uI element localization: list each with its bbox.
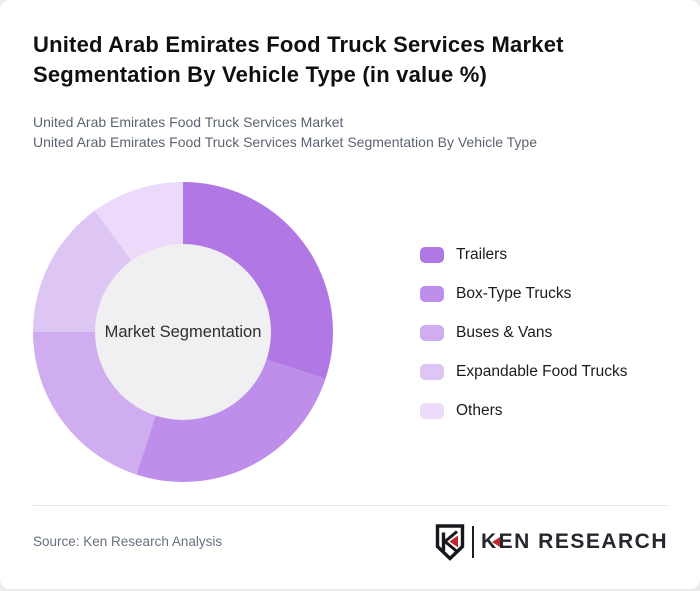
ken-research-logo: K EN RESEARCH [435, 523, 668, 561]
legend-swatch [420, 363, 444, 380]
legend-swatch [420, 324, 444, 341]
legend-item-expandable-food-trucks[interactable]: Expandable Food Trucks [420, 363, 627, 380]
legend-item-buses-vans[interactable]: Buses & Vans [420, 324, 627, 341]
donut-center-label: Market Segmentation [104, 322, 262, 341]
legend-label: Expandable Food Trucks [456, 362, 628, 380]
legend-swatch [420, 246, 444, 263]
wordmark-red-triangle-icon [491, 537, 500, 547]
legend-label: Others [456, 401, 503, 419]
chart-subtitles: United Arab Emirates Food Truck Services… [33, 112, 537, 152]
logo-separator [471, 526, 474, 558]
wordmark-k: K [480, 530, 500, 553]
legend-item-others[interactable]: Others [420, 402, 627, 419]
shield-red-triangle [449, 535, 458, 547]
subtitle-line-1: United Arab Emirates Food Truck Services… [33, 114, 344, 130]
legend-label: Buses & Vans [456, 323, 553, 341]
chart-legend: Trailers Box-Type Trucks Buses & Vans Ex… [420, 246, 627, 419]
donut-hole: Market Segmentation [95, 244, 271, 420]
footer-divider [33, 505, 667, 506]
ken-research-shield-icon [435, 523, 465, 561]
legend-swatch [420, 402, 444, 419]
wordmark-rest: EN RESEARCH [498, 530, 668, 553]
legend-item-box-type-trucks[interactable]: Box-Type Trucks [420, 285, 627, 302]
source-text: Source: Ken Research Analysis [33, 534, 223, 549]
donut-chart[interactable]: Market Segmentation [33, 182, 333, 482]
subtitle-line-2: United Arab Emirates Food Truck Services… [33, 134, 537, 150]
chart-title: United Arab Emirates Food Truck Services… [33, 32, 564, 87]
legend-item-trailers[interactable]: Trailers [420, 246, 627, 263]
logo-wordmark: K EN RESEARCH [481, 530, 668, 554]
legend-swatch [420, 285, 444, 302]
legend-label: Trailers [456, 245, 508, 263]
legend-label: Box-Type Trucks [456, 284, 572, 302]
